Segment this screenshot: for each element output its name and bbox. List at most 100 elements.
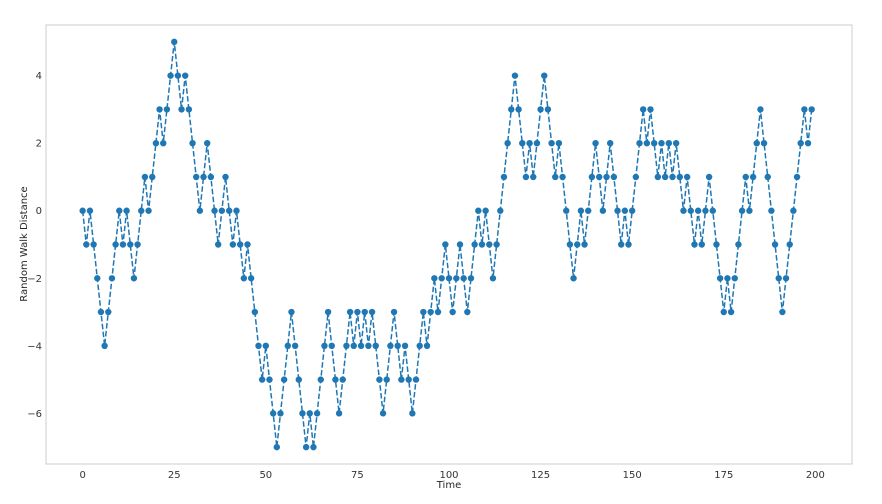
data-point — [427, 308, 434, 316]
data-point — [152, 139, 160, 147]
data-point — [134, 241, 141, 248]
x-tick-label: 25 — [168, 470, 181, 481]
data-point — [768, 207, 775, 214]
data-point — [357, 342, 365, 350]
data-point — [288, 308, 295, 316]
data-point — [291, 342, 299, 350]
x-axis-ticks: 0 25 50 75 100 125 150 175 200 — [79, 470, 824, 481]
data-point — [431, 275, 438, 282]
data-point — [621, 207, 629, 214]
data-point — [515, 106, 522, 113]
data-point — [383, 376, 390, 383]
data-point — [742, 173, 749, 181]
data-point — [570, 275, 577, 282]
data-point — [376, 376, 383, 383]
data-point — [214, 241, 222, 248]
data-point — [156, 106, 163, 113]
data-point — [614, 207, 621, 214]
data-point — [200, 173, 207, 181]
data-point — [749, 173, 757, 181]
data-point — [764, 173, 771, 181]
data-point — [489, 275, 497, 282]
data-point — [486, 241, 493, 248]
data-point — [603, 173, 610, 181]
data-point — [346, 308, 354, 316]
data-point — [442, 241, 449, 248]
data-point — [324, 308, 332, 316]
data-point — [519, 139, 526, 147]
y-tick-label: 0 — [36, 206, 42, 217]
data-point — [222, 173, 229, 181]
data-point — [193, 173, 200, 181]
data-point — [423, 342, 431, 350]
data-point — [727, 308, 735, 316]
data-point — [149, 173, 156, 181]
data-point — [321, 342, 328, 350]
data-point — [365, 342, 372, 350]
data-point — [581, 241, 588, 248]
data-point — [247, 275, 255, 282]
x-tick-label: 50 — [259, 470, 272, 481]
data-point — [269, 410, 277, 417]
data-point — [368, 308, 376, 316]
data-point — [566, 241, 574, 248]
data-point — [335, 410, 343, 417]
data-point — [680, 207, 687, 214]
data-point — [343, 342, 350, 350]
data-point — [632, 173, 640, 181]
data-point — [295, 376, 302, 383]
data-point — [720, 308, 727, 316]
data-point — [310, 443, 317, 451]
data-point — [456, 241, 464, 248]
data-point — [771, 241, 779, 248]
data-point — [83, 241, 90, 248]
data-point — [94, 275, 101, 282]
x-tick-label: 0 — [79, 470, 85, 481]
data-point — [196, 207, 204, 214]
plot-frame — [45, 24, 853, 465]
data-point — [328, 342, 335, 350]
data-point — [127, 241, 134, 248]
y-tick-label: −4 — [27, 341, 42, 352]
data-point — [709, 207, 716, 214]
data-point — [482, 207, 489, 214]
data-point — [797, 139, 804, 147]
data-point — [116, 207, 123, 214]
data-point — [801, 106, 808, 113]
data-point — [350, 342, 357, 350]
data-point — [112, 241, 119, 248]
data-point — [654, 173, 662, 181]
data-point — [90, 241, 97, 248]
data-point — [713, 241, 720, 248]
data-point — [244, 241, 251, 248]
data-point — [163, 106, 171, 113]
data-point — [398, 376, 405, 383]
data-point — [138, 207, 145, 214]
data-point — [782, 275, 790, 282]
data-point — [548, 139, 555, 147]
data-point — [277, 410, 284, 417]
data-point — [471, 241, 478, 248]
data-point — [804, 139, 812, 147]
data-point — [493, 241, 500, 248]
x-tick-label: 100 — [439, 470, 458, 481]
y-tick-label: 2 — [36, 139, 42, 150]
data-point — [97, 308, 105, 316]
data-point — [760, 139, 768, 147]
y-tick-label: −2 — [27, 274, 42, 285]
data-point — [332, 376, 339, 383]
data-point — [687, 207, 694, 214]
data-point — [262, 342, 270, 350]
data-point — [530, 173, 537, 181]
data-point — [434, 308, 442, 316]
data-point — [669, 173, 676, 181]
data-point — [79, 207, 86, 214]
data-point — [449, 308, 456, 316]
data-point — [229, 241, 237, 248]
data-point — [174, 72, 182, 79]
data-point — [650, 139, 658, 147]
data-point — [379, 410, 387, 417]
data-point — [339, 376, 346, 383]
data-point — [555, 139, 563, 147]
data-point — [412, 376, 420, 383]
